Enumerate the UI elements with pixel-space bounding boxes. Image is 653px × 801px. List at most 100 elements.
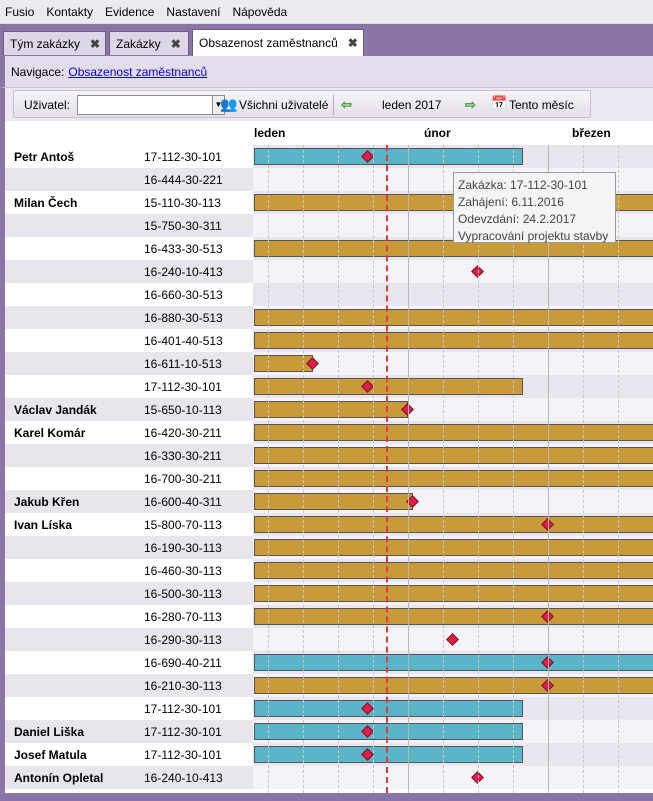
assignment-bar[interactable] bbox=[254, 424, 653, 441]
month-header: leden únor březen bbox=[5, 121, 653, 145]
gantt-row[interactable]: Petr Antoš 17-112-30-101 bbox=[5, 145, 653, 168]
assignment-bar[interactable] bbox=[254, 746, 523, 763]
project-code: 16-210-30-113 bbox=[144, 679, 222, 693]
all-users-button[interactable]: Všichni uživatelé bbox=[239, 98, 329, 112]
grid-line bbox=[338, 145, 339, 793]
tooltip: Zakázka: 17-112-30-101 Zahájení: 6.11.20… bbox=[453, 172, 616, 243]
assignment-bar[interactable] bbox=[254, 562, 653, 579]
assignment-bar[interactable] bbox=[254, 355, 313, 372]
row-label: 16-330-30-211 bbox=[5, 444, 253, 467]
assignment-bar[interactable] bbox=[254, 148, 523, 165]
row-label: Milan Čech 15-110-30-113 bbox=[5, 191, 253, 214]
assignment-bar[interactable] bbox=[254, 516, 653, 533]
tab-tym-zakazky[interactable]: Tým zakázky ✖ bbox=[3, 31, 106, 55]
gantt-row[interactable]: Josef Matula 17-112-30-101 bbox=[5, 743, 653, 766]
gantt-row[interactable]: Daniel Liška 17-112-30-101 bbox=[5, 720, 653, 743]
menu-fusio[interactable]: Fusio bbox=[5, 4, 35, 19]
calendar-icon: 📅 bbox=[491, 95, 508, 110]
gantt-row[interactable]: 16-880-30-513 bbox=[5, 306, 653, 329]
row-label: 16-611-10-513 bbox=[5, 352, 253, 375]
assignment-bar[interactable] bbox=[254, 677, 653, 694]
gantt-row[interactable]: 16-460-30-113 bbox=[5, 559, 653, 582]
assignment-bar[interactable] bbox=[254, 539, 653, 556]
assignment-bar[interactable] bbox=[254, 654, 653, 671]
next-month-icon[interactable]: ⇨ bbox=[465, 97, 476, 112]
row-label: 16-500-30-113 bbox=[5, 582, 253, 605]
row-label: 16-210-30-113 bbox=[5, 674, 253, 697]
tab-obsazenost[interactable]: Obsazenost zaměstnanců ✖ bbox=[192, 29, 364, 56]
row-label: 16-690-40-211 bbox=[5, 651, 253, 674]
gantt-row[interactable]: 16-611-10-513 bbox=[5, 352, 653, 375]
employee-name: Ivan Líska bbox=[14, 518, 73, 532]
assignment-bar[interactable] bbox=[254, 332, 653, 349]
users-icon: 👥 bbox=[220, 96, 238, 112]
row-label: 17-112-30-101 bbox=[5, 697, 253, 720]
assignment-bar[interactable] bbox=[254, 723, 523, 740]
assignment-bar[interactable] bbox=[254, 493, 413, 510]
gantt-row[interactable]: 16-290-30-113 bbox=[5, 628, 653, 651]
gantt-row[interactable]: 16-401-40-513 bbox=[5, 329, 653, 352]
close-icon[interactable]: ✖ bbox=[347, 36, 358, 50]
assignment-bar[interactable] bbox=[254, 309, 653, 326]
tab-zakazky[interactable]: Zakázky ✖ bbox=[109, 31, 189, 55]
assignment-bar[interactable] bbox=[254, 447, 653, 464]
gantt-row[interactable]: 16-690-40-211 bbox=[5, 651, 653, 674]
employee-name: Karel Komár bbox=[14, 426, 86, 440]
gantt-row[interactable]: Ivan Líska 15-800-70-113 bbox=[5, 513, 653, 536]
chevron-down-icon[interactable]: ▼ bbox=[212, 95, 225, 115]
project-code: 16-444-30-221 bbox=[144, 173, 223, 187]
gantt-row[interactable]: 16-210-30-113 bbox=[5, 674, 653, 697]
assignment-bar[interactable] bbox=[254, 700, 523, 717]
gantt-row[interactable]: Jakub Křen 16-600-40-311 bbox=[5, 490, 653, 513]
menu-evidence[interactable]: Evidence bbox=[105, 4, 155, 19]
assignment-bar[interactable] bbox=[254, 608, 653, 625]
row-label: 15-750-30-311 bbox=[5, 214, 253, 237]
menu-napoveda[interactable]: Nápověda bbox=[232, 4, 288, 19]
project-code: 15-750-30-311 bbox=[144, 219, 222, 233]
project-code: 17-112-30-101 bbox=[144, 748, 222, 762]
gantt-row[interactable]: Antonín Opletal 16-240-10-413 bbox=[5, 766, 653, 789]
project-code: 16-401-40-513 bbox=[144, 334, 223, 348]
project-code: 16-660-30-513 bbox=[144, 288, 223, 302]
assignment-bar[interactable] bbox=[254, 401, 408, 418]
month-divider bbox=[408, 145, 409, 793]
today-line bbox=[386, 145, 388, 793]
assignment-bar[interactable] bbox=[254, 378, 523, 395]
gantt-row[interactable]: Václav Jandák 15-650-10-113 bbox=[5, 398, 653, 421]
gantt-row[interactable]: 17-112-30-101 bbox=[5, 375, 653, 398]
assignment-bar[interactable] bbox=[254, 470, 653, 487]
project-code: 17-112-30-101 bbox=[144, 725, 222, 739]
grid-line bbox=[583, 145, 584, 793]
gantt-row[interactable]: 16-660-30-513 bbox=[5, 283, 653, 306]
close-icon[interactable]: ✖ bbox=[170, 36, 181, 51]
grid-line bbox=[513, 145, 514, 793]
grid-line bbox=[373, 145, 374, 793]
previous-month-icon[interactable]: ⇦ bbox=[341, 97, 352, 112]
gantt-row[interactable]: 16-700-30-211 bbox=[5, 467, 653, 490]
gantt-row[interactable]: 16-500-30-113 bbox=[5, 582, 653, 605]
gantt-row[interactable]: 16-330-30-211 bbox=[5, 444, 653, 467]
row-label: 17-112-30-101 bbox=[5, 375, 253, 398]
gantt-row[interactable]: 16-190-30-113 bbox=[5, 536, 653, 559]
row-label: Jakub Křen 16-600-40-311 bbox=[5, 490, 253, 513]
assignment-bar[interactable] bbox=[254, 585, 653, 602]
gantt-row[interactable]: 16-280-70-113 bbox=[5, 605, 653, 628]
gantt-row[interactable]: 16-240-10-413 bbox=[5, 260, 653, 283]
this-month-button[interactable]: Tento měsíc bbox=[509, 98, 574, 112]
project-code: 16-700-30-211 bbox=[144, 472, 222, 486]
employee-name: Josef Matula bbox=[14, 748, 87, 762]
project-code: 16-460-30-113 bbox=[144, 564, 222, 578]
project-code: 16-420-30-211 bbox=[144, 426, 222, 440]
menu-bar: Fusio Kontakty Evidence Nastavení Nápově… bbox=[0, 0, 653, 24]
employee-name: Petr Antoš bbox=[14, 150, 75, 164]
milestone-marker[interactable] bbox=[446, 633, 459, 646]
menu-kontakty[interactable]: Kontakty bbox=[46, 4, 94, 19]
gantt-row[interactable]: Karel Komár 16-420-30-211 bbox=[5, 421, 653, 444]
row-label: Antonín Opletal 16-240-10-413 bbox=[5, 766, 253, 789]
user-select[interactable] bbox=[77, 95, 215, 115]
breadcrumb-link[interactable]: Obsazenost zaměstnanců bbox=[68, 64, 208, 79]
row-label: 16-290-30-113 bbox=[5, 628, 253, 651]
gantt-row[interactable]: 17-112-30-101 bbox=[5, 697, 653, 720]
menu-nastaveni[interactable]: Nastavení bbox=[166, 4, 221, 19]
close-icon[interactable]: ✖ bbox=[90, 36, 101, 51]
